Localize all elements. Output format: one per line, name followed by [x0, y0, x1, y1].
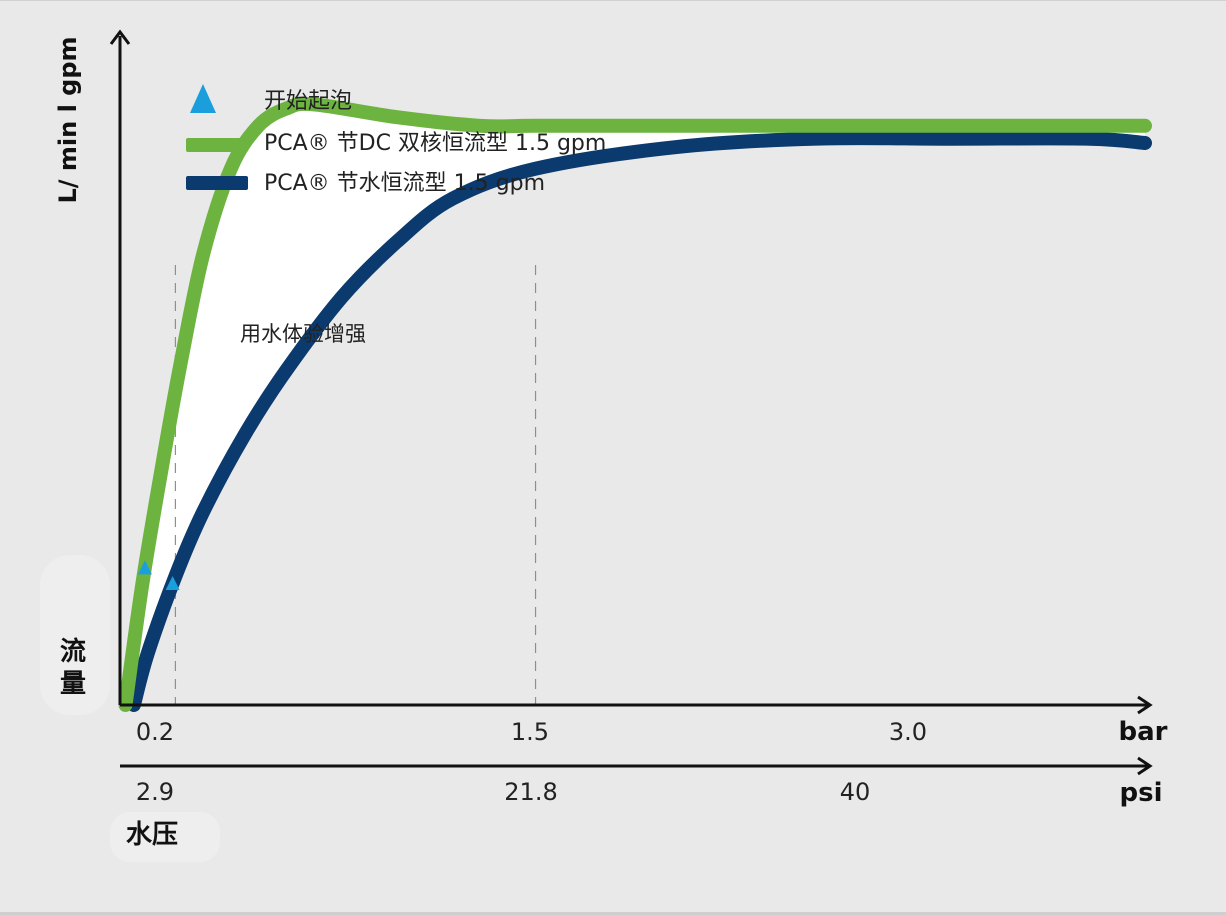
legend-label-blue: PCA® 节水恒流型 1.5 gpm — [264, 171, 545, 196]
x-tick-label-bar: 1.5 — [511, 718, 549, 746]
xlabel-highlight — [110, 812, 220, 862]
legend-label-foam: 开始起泡 — [264, 89, 352, 114]
bottom-border — [0, 912, 1226, 915]
x-axis-bar-arrow — [1137, 695, 1153, 715]
x-tick-label-psi: 21.8 — [504, 778, 557, 806]
foam-start-marker — [165, 576, 180, 591]
x-tick-label-psi: 2.9 — [136, 778, 174, 806]
legend-label-green: PCA® 节DC 双核恒流型 1.5 gpm — [264, 131, 606, 156]
x-tick-label-psi: 40 — [840, 778, 871, 806]
x-unit-psi: psi — [1120, 778, 1163, 808]
x-axis-psi-arrow — [1137, 756, 1153, 776]
y-axis-title: L/ min l gpm — [54, 36, 82, 203]
legend-swatch-blue — [186, 176, 248, 190]
y-axis-title-cn: 流量 — [60, 637, 86, 699]
foam-start-marker — [137, 560, 152, 575]
legend-triangle-icon — [190, 84, 216, 113]
ylabel-highlight — [40, 555, 110, 715]
series-line-green — [118, 96, 1152, 712]
y-axis-arrow — [109, 29, 131, 45]
x-unit-bar: bar — [1119, 717, 1168, 747]
x-tick-label-bar: 0.2 — [136, 718, 174, 746]
improvement-annotation: 用水体验增强 — [240, 322, 366, 346]
x-tick-label-bar: 3.0 — [889, 718, 927, 746]
legend-swatch-green — [186, 138, 248, 152]
x-axis-title: 水压 — [126, 820, 178, 850]
series-line-blue — [126, 131, 1152, 712]
top-border — [0, 0, 1226, 1]
